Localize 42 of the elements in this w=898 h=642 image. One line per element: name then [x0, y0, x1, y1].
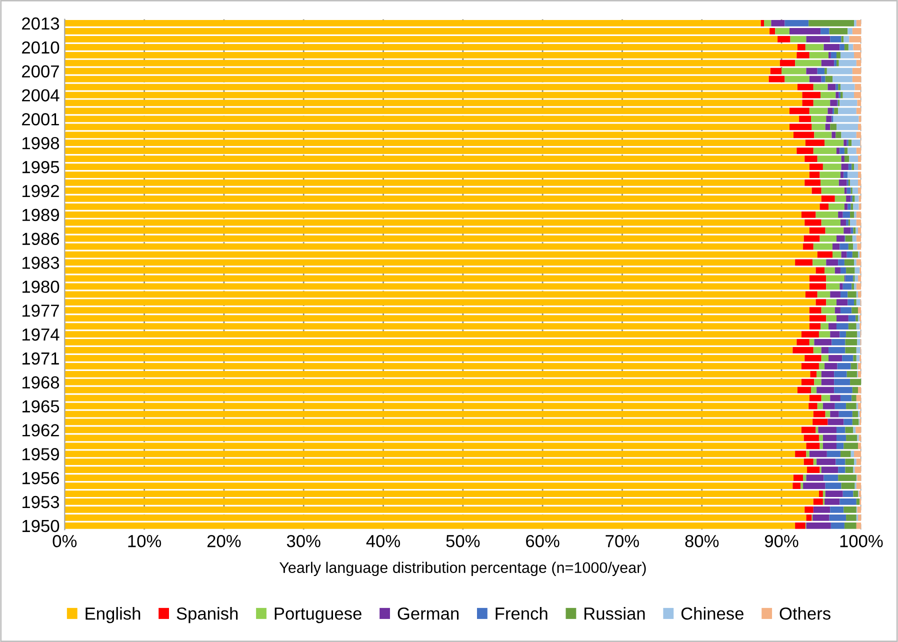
legend-label: Russian [584, 606, 645, 620]
y-tick-label: 1971 [22, 352, 59, 365]
x-tick-label: 0% [52, 534, 77, 548]
y-tick-label: 1965 [22, 400, 60, 412]
legend-label: English [86, 606, 140, 624]
y-tick-label: 1974 [22, 328, 60, 341]
y-tick-label: 2013 [22, 17, 60, 30]
x-tick-label: 60% [526, 534, 560, 548]
y-tick-label: 1950 [22, 520, 60, 532]
y-tick-label: 1998 [22, 137, 60, 150]
legend-label: Chinese [681, 606, 744, 620]
x-tick-label: 80% [685, 534, 719, 548]
y-tick-label: 1980 [22, 280, 60, 293]
y-tick-label: 1989 [22, 208, 59, 222]
x-tick-label: 90% [764, 534, 798, 548]
x-tick-label: 20% [207, 534, 241, 548]
y-tick-label: 1962 [22, 424, 59, 436]
y-tick-label: 2010 [22, 41, 60, 54]
x-tick-label: 50% [446, 534, 480, 548]
legend-label: Others [780, 606, 830, 620]
x-tick-label: 70% [606, 534, 639, 548]
legend-label: Portuguese [274, 608, 362, 624]
legend-label: Spanish [176, 606, 238, 624]
y-tick-label: 1983 [22, 256, 60, 269]
y-tick-label: 1953 [22, 496, 60, 508]
y-tick-label: 1956 [22, 472, 60, 484]
y-tick-label: 1995 [22, 160, 60, 174]
x-tick-label: 30% [286, 534, 320, 548]
y-tick-label: 2004 [22, 89, 60, 102]
legend-label: French [496, 606, 548, 620]
y-tick-label: 1968 [22, 376, 60, 389]
y-tick-label: 1992 [22, 184, 59, 198]
legend-label: German [398, 607, 459, 620]
y-tick-label: 1986 [22, 232, 60, 246]
y-tick-label: 1977 [22, 304, 59, 317]
x-tick-label: 40% [366, 534, 400, 548]
x-axis-title: Yearly language distribution percentage (n=1000/year) [279, 562, 646, 576]
y-tick-label: 2001 [22, 113, 59, 126]
y-tick-label: 1959 [22, 448, 59, 460]
y-tick-label: 2007 [22, 65, 59, 78]
x-tick-label: 100% [840, 534, 883, 548]
x-tick-label: 10% [128, 534, 162, 548]
